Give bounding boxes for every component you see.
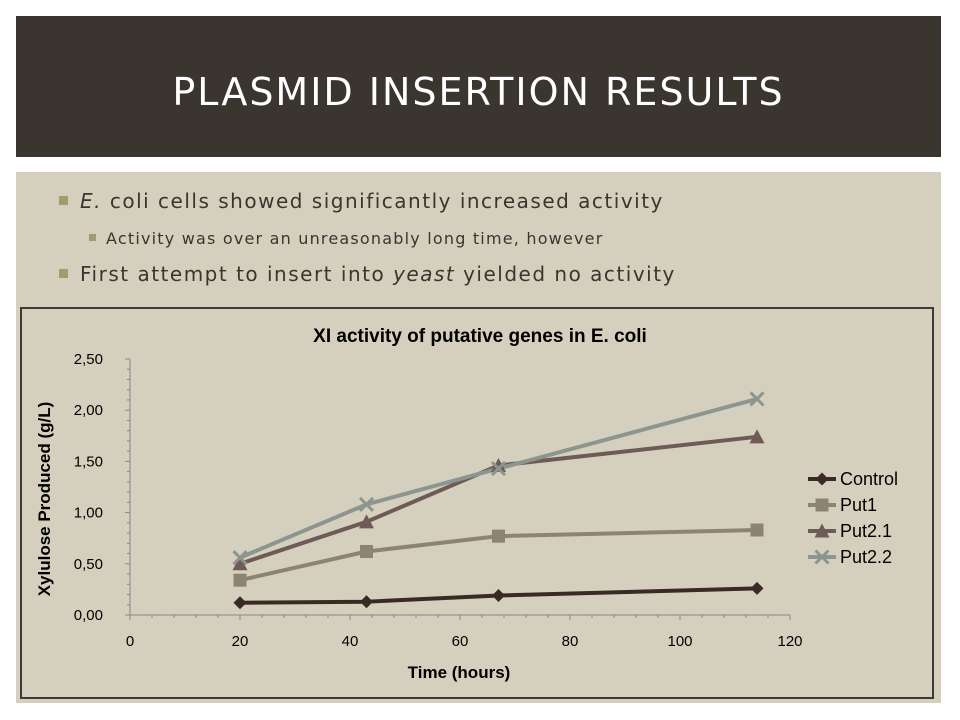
y-tick-label: 0,50 bbox=[74, 556, 103, 573]
bullet-3-text-pre: First attempt to insert into bbox=[80, 262, 394, 286]
data-point-put1 bbox=[360, 545, 373, 559]
x-tick-label: 40 bbox=[342, 633, 359, 650]
x-tick-label: 60 bbox=[452, 633, 469, 650]
data-point-put2-2 bbox=[358, 496, 375, 512]
x-tick-label: 0 bbox=[126, 633, 134, 650]
series-line-put2-1 bbox=[239, 434, 758, 566]
bullet-1: E. coli cells showed significantly incre… bbox=[59, 189, 664, 213]
data-point-control bbox=[750, 581, 764, 595]
x-tick-label: 20 bbox=[232, 633, 249, 650]
bullet-3: First attempt to insert into yeast yield… bbox=[59, 262, 676, 286]
y-axis-label: Xylulose Produced (g/L) bbox=[35, 402, 54, 597]
y-tick-label: 0,00 bbox=[74, 607, 103, 624]
legend-marker-put2-1 bbox=[814, 523, 830, 538]
bullet-1-text: coli cells showed significantly increase… bbox=[102, 189, 664, 213]
data-point-control bbox=[360, 595, 373, 609]
chart-title: XI activity of putative genes in E. coli bbox=[313, 326, 647, 347]
bullet-2: Activity was over an unreasonably long t… bbox=[89, 229, 604, 248]
legend-marker-control bbox=[815, 472, 829, 486]
y-tick-label: 1,00 bbox=[74, 505, 103, 522]
data-point-put1 bbox=[233, 573, 247, 587]
data-point-put2-2 bbox=[232, 550, 248, 566]
legend-label-put1: Put1 bbox=[840, 495, 877, 515]
legend-marker-put1 bbox=[815, 498, 829, 512]
data-point-put1 bbox=[492, 529, 505, 543]
y-tick-label: 1,50 bbox=[74, 453, 103, 470]
x-tick-label: 120 bbox=[777, 633, 802, 650]
bullet-3-text-post: yielded no activity bbox=[455, 262, 676, 286]
data-point-put1 bbox=[750, 523, 764, 537]
x-axis-label: Time (hours) bbox=[408, 663, 511, 682]
data-point-put2-1 bbox=[749, 429, 765, 444]
data-point-put2-2 bbox=[749, 391, 765, 407]
bullet-3-italic: yeast bbox=[393, 262, 456, 286]
chart-container: XI activity of putative genes in E. coli… bbox=[20, 307, 934, 699]
data-point-put2-1 bbox=[232, 556, 248, 571]
legend-label-control: Control bbox=[840, 469, 898, 489]
x-tick-label: 80 bbox=[562, 633, 579, 650]
chart-svg: XI activity of putative genes in E. coli… bbox=[35, 326, 898, 682]
series-line-put2-2 bbox=[239, 397, 758, 560]
slide-title: PLASMID INSERTION RESULTS bbox=[172, 69, 785, 114]
bullet-2-text: Activity was over an unreasonably long t… bbox=[106, 229, 604, 248]
y-tick-label: 2,00 bbox=[74, 402, 103, 419]
series-line-put1 bbox=[239, 528, 758, 583]
data-point-put2-2 bbox=[490, 461, 507, 477]
legend-label-put2-1: Put2.1 bbox=[840, 521, 892, 541]
data-point-control bbox=[233, 596, 247, 610]
data-point-put2-1 bbox=[359, 514, 374, 529]
legend-marker-put2-2 bbox=[814, 549, 830, 565]
bullet-marker-icon bbox=[59, 269, 68, 278]
data-point-control bbox=[492, 589, 505, 603]
x-tick-label: 100 bbox=[667, 633, 692, 650]
data-point-put2-1 bbox=[491, 457, 506, 472]
sub-bullet-marker-icon bbox=[89, 234, 96, 241]
series-line-control bbox=[239, 586, 758, 605]
legend-label-put2-2: Put2.2 bbox=[840, 547, 892, 567]
y-tick-label: 2,50 bbox=[74, 351, 103, 368]
bullet-marker-icon bbox=[59, 196, 68, 205]
bullet-1-italic: E. bbox=[80, 189, 102, 213]
title-bar: PLASMID INSERTION RESULTS bbox=[16, 16, 941, 157]
